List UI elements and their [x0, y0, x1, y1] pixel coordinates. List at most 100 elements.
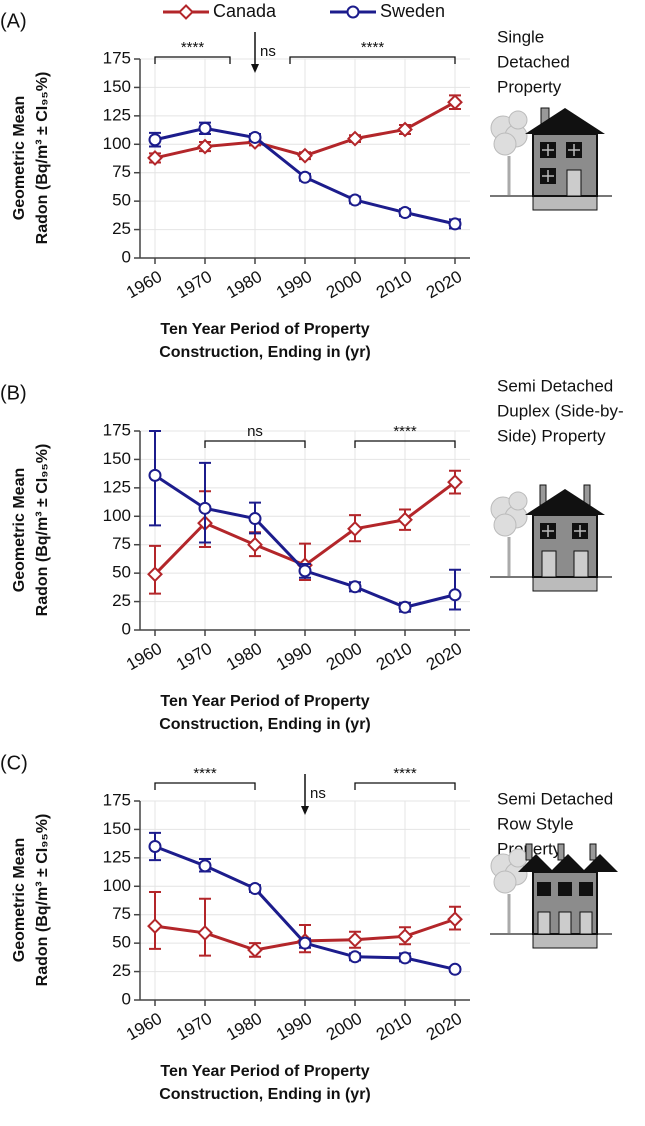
- x-tick-label: 1980: [223, 1009, 265, 1044]
- tree-leaf: [508, 110, 528, 130]
- x-tick-label: 1960: [123, 1009, 165, 1044]
- y-axis-title: Geometric Mean: [11, 838, 28, 962]
- sig-label: ns: [310, 785, 326, 802]
- house-caption: Single: [497, 27, 544, 46]
- marker: [397, 511, 413, 528]
- tree-leaf: [508, 848, 528, 868]
- window-pane: [568, 144, 580, 156]
- door: [573, 550, 589, 578]
- sig-label: ****: [393, 423, 417, 440]
- window: [558, 882, 572, 896]
- x-axis-title: Construction, Ending in (yr): [159, 1086, 371, 1103]
- x-tick-label: 1980: [223, 267, 265, 302]
- x-tick-label: 1960: [123, 267, 165, 302]
- window: [537, 882, 551, 896]
- legend-marker: [178, 4, 194, 20]
- x-axis-title: Construction, Ending in (yr): [159, 716, 371, 733]
- door: [579, 911, 593, 935]
- y-tick-label: 175: [103, 48, 131, 67]
- x-axis-title: Ten Year Period of Property: [160, 321, 369, 338]
- marker: [298, 564, 312, 578]
- sig-arrowhead: [251, 64, 259, 73]
- marker: [248, 882, 262, 896]
- panel-label: (B): [0, 382, 27, 404]
- x-axis-title: Ten Year Period of Property: [160, 693, 369, 710]
- chimney: [589, 843, 597, 861]
- sig-bracket: [204, 440, 306, 448]
- sig-label: ns: [247, 423, 263, 440]
- roof: [525, 108, 605, 134]
- marker: [247, 536, 263, 553]
- window-pane: [574, 525, 586, 537]
- marker: [248, 130, 262, 144]
- x-tick-label: 1990: [273, 639, 315, 674]
- marker: [297, 147, 313, 164]
- house-caption: Detached: [497, 52, 570, 71]
- house-caption: Row Style: [497, 814, 574, 833]
- marker: [448, 217, 462, 231]
- y-tick-label: 150: [103, 77, 131, 96]
- roof: [582, 854, 618, 872]
- sig-label: ns: [260, 43, 276, 60]
- window-pane: [542, 144, 554, 156]
- marker: [397, 121, 413, 138]
- sig-label: ****: [181, 39, 205, 56]
- y-tick-label: 50: [112, 191, 131, 210]
- sig-bracket: [354, 782, 456, 790]
- x-tick-label: 1970: [173, 1009, 215, 1044]
- marker: [198, 501, 212, 515]
- y-tick-label: 150: [103, 449, 131, 468]
- y-tick-label: 100: [103, 134, 131, 153]
- x-tick-label: 2020: [423, 1009, 465, 1044]
- y-tick-label: 25: [112, 961, 131, 980]
- y-tick-label: 100: [103, 876, 131, 895]
- marker: [347, 520, 363, 537]
- door: [537, 911, 551, 935]
- marker: [398, 951, 412, 965]
- x-tick-label: 1970: [173, 267, 215, 302]
- foundation: [532, 195, 598, 211]
- sig-label: ****: [193, 765, 217, 782]
- roof: [518, 854, 554, 872]
- y-tick-label: 125: [103, 847, 131, 866]
- marker: [148, 133, 162, 147]
- house-caption: Duplex (Side-by-: [497, 401, 624, 420]
- y-tick-label: 100: [103, 506, 131, 525]
- marker: [147, 150, 163, 166]
- marker: [197, 138, 213, 155]
- house-caption: Property: [497, 77, 562, 96]
- x-tick-label: 1990: [273, 1009, 315, 1044]
- legend-label: Sweden: [380, 1, 445, 21]
- window-pane: [542, 525, 554, 537]
- house-caption: Semi Detached: [497, 376, 613, 395]
- legend-marker: [346, 5, 360, 19]
- panel-label: (A): [0, 10, 27, 32]
- x-tick-label: 2000: [323, 639, 365, 674]
- marker: [447, 94, 463, 111]
- marker: [347, 931, 363, 948]
- window-pane: [542, 170, 554, 182]
- door: [566, 169, 582, 197]
- y-tick-label: 50: [112, 563, 131, 582]
- marker: [197, 924, 213, 941]
- y-tick-label: 125: [103, 477, 131, 496]
- y-tick-label: 0: [122, 619, 131, 638]
- tree-leaf: [493, 132, 517, 156]
- y-tick-label: 75: [112, 534, 131, 553]
- marker: [348, 950, 362, 964]
- y-tick-label: 150: [103, 819, 131, 838]
- y-axis-title: Radon (Bq/m³ ± CI₉₅%): [34, 444, 51, 617]
- sig-bracket: [154, 782, 256, 790]
- window: [579, 882, 593, 896]
- marker: [447, 911, 463, 928]
- y-tick-label: 0: [122, 989, 131, 1008]
- x-tick-label: 1970: [173, 639, 215, 674]
- y-tick-label: 175: [103, 790, 131, 809]
- legend-label: Canada: [213, 1, 277, 21]
- y-tick-label: 25: [112, 591, 131, 610]
- door: [558, 911, 572, 935]
- marker: [147, 566, 163, 583]
- x-tick-label: 2020: [423, 267, 465, 302]
- y-tick-label: 75: [112, 904, 131, 923]
